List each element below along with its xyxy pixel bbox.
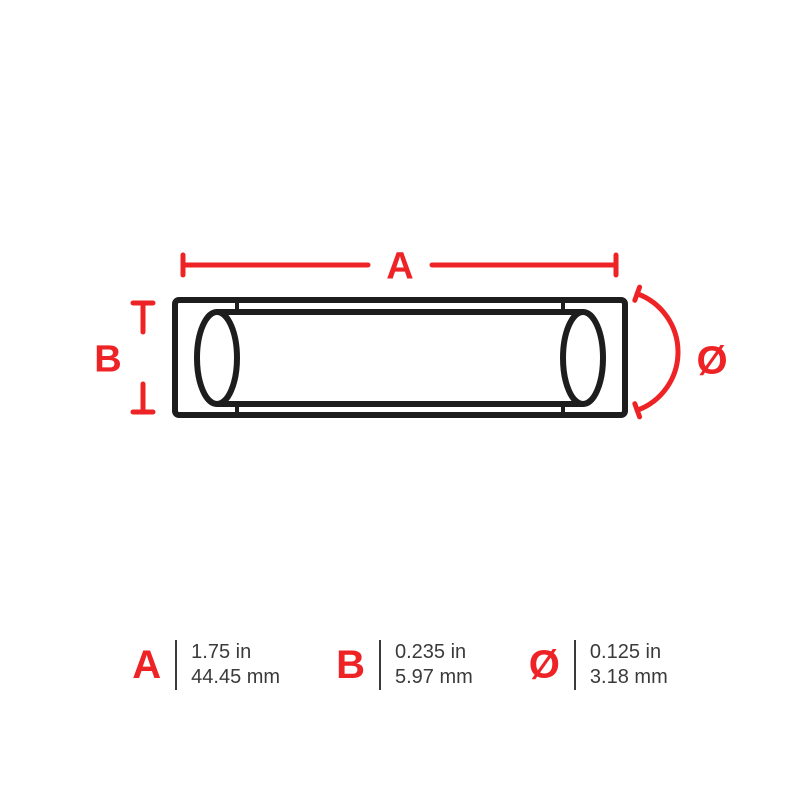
legend-values: 0.125 in3.18 mm bbox=[576, 640, 668, 690]
legend-letter: Ø bbox=[529, 645, 574, 685]
legend-value-inches: 0.235 in bbox=[395, 640, 473, 665]
dim-a-label: A bbox=[386, 245, 413, 287]
legend-item: A1.75 in44.45 mm bbox=[132, 640, 280, 690]
legend-letter: A bbox=[132, 645, 175, 685]
legend-letter: B bbox=[336, 645, 379, 685]
dim-b-label: B bbox=[94, 338, 121, 380]
legend-value-mm: 5.97 mm bbox=[395, 665, 473, 690]
legend-item: Ø0.125 in3.18 mm bbox=[529, 640, 668, 690]
legend-value-inches: 1.75 in bbox=[191, 640, 280, 665]
legend-value-inches: 0.125 in bbox=[590, 640, 668, 665]
legend-item: B0.235 in5.97 mm bbox=[336, 640, 473, 690]
legend-value-mm: 44.45 mm bbox=[191, 665, 280, 690]
dimension-legend: A1.75 in44.45 mmB0.235 in5.97 mmØ0.125 i… bbox=[0, 640, 800, 690]
dim-diameter-label: Ø bbox=[696, 339, 727, 383]
label-outline bbox=[175, 300, 625, 415]
legend-values: 0.235 in5.97 mm bbox=[381, 640, 473, 690]
legend-value-mm: 3.18 mm bbox=[590, 665, 668, 690]
legend-values: 1.75 in44.45 mm bbox=[177, 640, 280, 690]
